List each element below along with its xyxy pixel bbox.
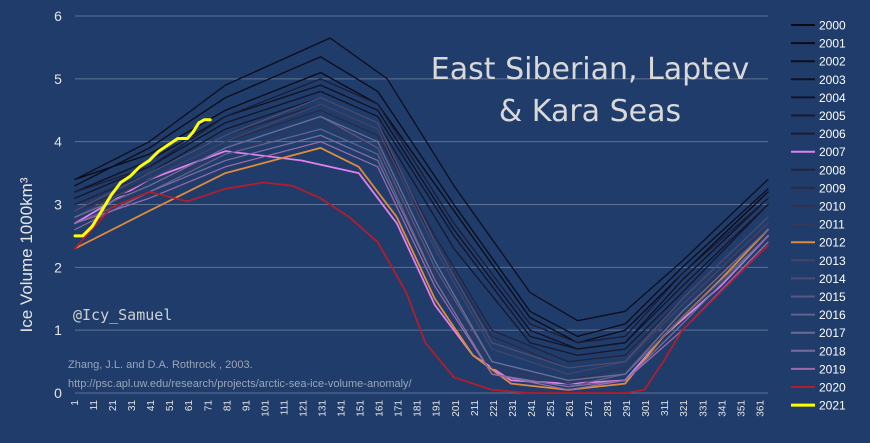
x-tick-label: 171 — [394, 400, 405, 417]
source-line-1: Zhang, J.L. and D.A. Rothrock , 2003. — [68, 359, 253, 371]
x-tick-label: 291 — [622, 400, 633, 417]
series-line-2018 — [74, 134, 769, 388]
x-tick-label: 331 — [698, 400, 709, 417]
legend-label-2014: 2014 — [819, 272, 846, 286]
x-tick-label: 41 — [146, 400, 157, 412]
x-tick-label: 311 — [660, 400, 671, 416]
x-tick-label: 241 — [527, 400, 538, 417]
x-tick-label: 191 — [432, 400, 443, 417]
x-tick-label: 81 — [222, 400, 233, 412]
chart-title-line-1: East Siberian, Laptev — [431, 52, 749, 87]
x-tick-label: 51 — [165, 400, 176, 412]
legend-label-2010: 2010 — [819, 200, 846, 214]
legend-label-2012: 2012 — [819, 236, 846, 250]
x-tick-label: 71 — [203, 400, 214, 412]
series-layer — [73, 37, 769, 394]
x-tick-label: 21 — [108, 400, 119, 412]
legend-label-2008: 2008 — [819, 163, 846, 177]
x-tick-label: 301 — [641, 400, 652, 417]
series-line-2013 — [74, 103, 769, 375]
x-tick-label: 1 — [70, 400, 81, 406]
y-tick-label: 4 — [54, 134, 62, 150]
series-line-2020 — [74, 181, 769, 394]
series-line-2005 — [74, 97, 769, 356]
legend-label-2003: 2003 — [819, 73, 846, 87]
x-tick-label: 271 — [584, 400, 595, 417]
legend-label-2011: 2011 — [819, 218, 845, 232]
x-tick-label: 351 — [736, 400, 747, 417]
x-tick-label: 121 — [298, 400, 309, 417]
legend-label-2019: 2019 — [819, 362, 846, 376]
x-tick-label: 221 — [489, 400, 500, 417]
x-tick-label: 231 — [508, 400, 519, 417]
legend-label-2016: 2016 — [819, 308, 846, 322]
x-tick-label: 281 — [603, 400, 614, 417]
x-tick-label: 161 — [375, 400, 386, 417]
legend-label-2001: 2001 — [819, 37, 846, 51]
series-line-2017 — [74, 115, 769, 382]
x-tick-label: 31 — [127, 400, 138, 412]
y-tick-label: 6 — [54, 8, 62, 24]
x-tick-label: 361 — [755, 400, 766, 417]
x-tick-label: 101 — [260, 400, 271, 417]
x-tick-label: 11 — [89, 400, 100, 411]
x-axis-ticks: 1 11 21 31 41 51 61 71 81 91 101 111 121 131 141 151 161… — [70, 400, 766, 417]
legend: 2000 2001 2002 2003 2004 2005 2006 2007 2008 2009… — [791, 19, 846, 413]
x-tick-label: 201 — [451, 400, 462, 417]
legend-label-2013: 2013 — [819, 254, 846, 268]
x-tick-label: 321 — [679, 400, 690, 417]
x-tick-label: 131 — [318, 400, 329, 417]
y-tick-label: 5 — [54, 71, 62, 87]
series-line-2004 — [74, 90, 769, 350]
x-tick-label: 341 — [717, 400, 728, 417]
series-line-2001 — [74, 56, 769, 338]
series-line-2012 — [74, 146, 769, 391]
legend-label-2018: 2018 — [819, 344, 846, 358]
x-tick-label: 151 — [356, 400, 367, 417]
y-axis-label: Ice Volume 1000km³ — [17, 177, 36, 332]
legend-label-2005: 2005 — [819, 109, 846, 123]
legend-label-2007: 2007 — [819, 145, 846, 159]
watermark: @Icy_Samuel — [73, 306, 172, 324]
series-line-2003 — [74, 84, 769, 350]
x-tick-label: 261 — [565, 400, 576, 417]
legend-label-2009: 2009 — [819, 181, 846, 195]
y-axis-ticks: 0 1 2 3 4 5 6 — [54, 8, 62, 401]
series-line-2014 — [74, 97, 769, 369]
y-tick-label: 0 — [54, 385, 62, 401]
series-line-2002 — [74, 37, 769, 322]
x-tick-label: 181 — [413, 400, 424, 417]
x-tick-label: 141 — [337, 400, 348, 417]
legend-label-2017: 2017 — [819, 326, 846, 340]
series-line-2021 — [73, 118, 212, 238]
y-tick-label: 3 — [54, 197, 62, 213]
source-line-2: http://psc.apl.uw.edu/research/projects/… — [68, 378, 413, 390]
legend-label-2015: 2015 — [819, 290, 846, 304]
x-tick-label: 111 — [279, 400, 290, 416]
x-tick-label: 61 — [184, 400, 195, 412]
legend-label-2006: 2006 — [819, 127, 846, 141]
x-tick-label: 91 — [241, 400, 252, 412]
series-line-2006 — [74, 78, 769, 344]
x-tick-label: 211 — [470, 400, 481, 416]
legend-label-2020: 2020 — [819, 381, 846, 395]
series-line-2019 — [74, 141, 769, 391]
y-tick-label: 2 — [54, 259, 62, 275]
x-tick-label: 251 — [546, 400, 557, 417]
legend-label-2000: 2000 — [819, 19, 846, 33]
legend-label-2002: 2002 — [819, 55, 846, 69]
y-tick-label: 1 — [54, 322, 62, 338]
legend-label-2021: 2021 — [819, 399, 846, 413]
series-line-2000 — [74, 71, 769, 344]
legend-label-2004: 2004 — [819, 91, 846, 105]
chart-title-line-2: & Kara Seas — [499, 94, 681, 129]
